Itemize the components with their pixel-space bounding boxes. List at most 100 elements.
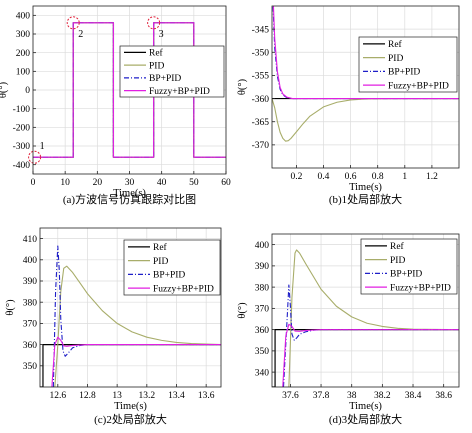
y-tick-label: 0	[25, 86, 30, 96]
y-tick-label: 340	[255, 368, 270, 378]
y-tick-label: 350	[23, 362, 38, 372]
y-tick-label: -365	[252, 118, 270, 128]
legend: Ref PID BP+PID Fuzzy+BP+PID	[360, 238, 458, 295]
annotation-circle	[147, 16, 161, 30]
annotation-circle	[28, 150, 42, 164]
series-line-pid	[288, 249, 459, 387]
legend-box	[119, 45, 225, 98]
y-tick-label: 400	[16, 12, 31, 22]
y-tick-label: 380	[255, 283, 270, 293]
legend-label: Fuzzy+BP+PID	[149, 87, 210, 97]
x-tick-label: 1	[402, 172, 407, 182]
panel-c-zoom-point-2: 12.6 12.8 13 13.2 13.4 13.6 350 360 370 380 390 400…	[5, 227, 222, 426]
annotation-label: 1	[40, 141, 45, 152]
annotation-label: 3	[159, 29, 164, 40]
legend-label: Fuzzy+BP+PID	[390, 283, 451, 293]
legend-label: Ref	[153, 242, 168, 253]
y-axis-label: θ(°)	[5, 299, 16, 316]
legend-label: BP+PID	[388, 68, 420, 78]
axes-frame	[271, 5, 460, 169]
y-tick-label: 350	[255, 347, 270, 357]
series-line-fuzzy-bp-pid	[272, 6, 459, 100]
legend-label: Ref	[388, 39, 403, 50]
x-tick-label: 0.6	[345, 172, 357, 182]
y-tick-label: 370	[23, 320, 38, 330]
panel-b-zoom-point-1: 0.2 0.4 0.6 0.8 1 1.2 -370 -365 -360 -355 -350 -345…	[237, 5, 460, 206]
y-tick-label: -345	[252, 25, 270, 35]
x-axis-label: Time(s)	[349, 401, 382, 412]
panel-d-zoom-point-3: 37.6 37.8 38 38.2 38.4 38.6 340 350 360 370 380 390…	[237, 233, 460, 426]
legend-label: PID	[153, 257, 168, 267]
series-line-fuzzy-bp-pid	[51, 336, 221, 387]
y-tick-label: -370	[252, 141, 270, 151]
y-tick-label: -300	[13, 142, 31, 152]
y-axis-label: θ(°)	[0, 81, 9, 98]
x-axis-label: Time(s)	[349, 182, 382, 193]
y-tick-label: -350	[252, 48, 270, 58]
y-tick-label: 360	[23, 341, 38, 351]
x-tick-label: 30	[125, 178, 135, 188]
legend-label: Fuzzy+BP+PID	[388, 81, 449, 91]
series-line-bp-pid	[52, 245, 221, 387]
y-axis-label: θ(°)	[237, 302, 248, 319]
y-tick-label: -355	[252, 72, 270, 82]
legend-box	[358, 36, 458, 93]
x-tick-label: 0.4	[318, 172, 330, 182]
panel-caption: (a)方波信号仿真跟踪对比图	[63, 192, 196, 206]
legend: Ref PID BP+PID Fuzzy+BP+PID	[358, 36, 458, 93]
series-line-bp-pid	[282, 284, 459, 387]
y-tick-label: 400	[23, 256, 38, 266]
legend-box	[360, 238, 458, 295]
y-tick-label: -200	[13, 124, 31, 134]
x-tick-label: 12.8	[79, 391, 96, 401]
x-tick-label: 38	[347, 391, 357, 401]
legend-label: PID	[388, 54, 403, 64]
x-axis-label: Time(s)	[114, 401, 147, 412]
legend-label: PID	[390, 256, 405, 266]
panel-caption: (b)1处局部放大	[329, 192, 402, 206]
x-tick-label: 20	[93, 178, 103, 188]
x-tick-label: 37.6	[282, 391, 299, 401]
y-axis-label: θ(°)	[237, 78, 248, 95]
x-tick-label: 37.8	[313, 391, 330, 401]
x-axis-label: Time(s)	[113, 188, 146, 199]
legend-box	[123, 239, 221, 296]
x-tick-label: 13.6	[198, 391, 215, 401]
x-tick-label: 10	[60, 178, 70, 188]
y-tick-label: 370	[255, 305, 270, 315]
x-tick-label: 13.4	[168, 391, 185, 401]
legend-label: BP+PID	[153, 271, 185, 281]
y-tick-label: 400	[255, 241, 270, 251]
x-tick-label: 60	[221, 178, 231, 188]
y-tick-label: 300	[16, 30, 31, 40]
x-tick-label: 38.6	[435, 391, 452, 401]
y-tick-label: 360	[255, 326, 270, 336]
legend-label: PID	[149, 61, 164, 71]
legend-label: BP+PID	[390, 270, 422, 280]
annotation-circle	[66, 16, 80, 30]
series-line-pid	[272, 98, 459, 142]
x-tick-label: 0.8	[372, 172, 384, 182]
x-tick-label: 1.2	[426, 172, 438, 182]
panel-caption: (d)3处局部放大	[329, 412, 402, 426]
x-tick-label: 40	[157, 178, 167, 188]
y-tick-label: -400	[13, 161, 31, 171]
annotation-label: 2	[78, 29, 83, 40]
legend: Ref PID BP+PID Fuzzy+BP+PID	[119, 45, 225, 98]
x-tick-label: 38.4	[405, 391, 422, 401]
x-tick-label: 13.2	[139, 391, 156, 401]
y-tick-label: 390	[23, 277, 38, 287]
x-tick-label: 12.6	[49, 391, 66, 401]
axes-frame	[39, 227, 222, 388]
x-tick-label: 50	[189, 178, 199, 188]
y-tick-label: 100	[16, 68, 31, 78]
legend: Ref PID BP+PID Fuzzy+BP+PID	[123, 239, 221, 296]
axes-frame	[271, 233, 460, 388]
panel-a-square-wave-tracking: 12 30 10 20 30 40 50 60-400-300-200-10001002003…	[0, 5, 231, 206]
x-tick-label: 13	[112, 391, 122, 401]
y-tick-label: -100	[13, 105, 31, 115]
y-tick-label: 380	[23, 298, 38, 308]
x-tick-label: 0.2	[290, 172, 302, 182]
y-tick-label: 410	[23, 235, 38, 245]
